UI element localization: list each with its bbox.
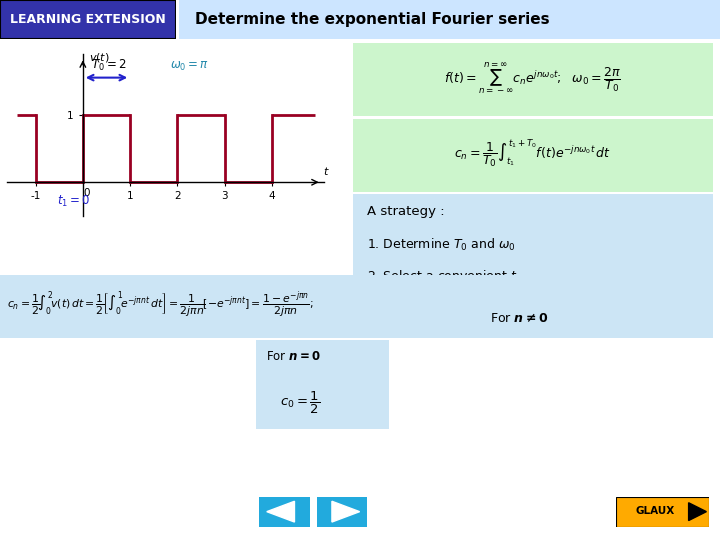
FancyBboxPatch shape [353,194,713,338]
Text: $t$: $t$ [323,165,330,177]
Text: 1. Determine $T_0$ and $\omega_0$: 1. Determine $T_0$ and $\omega_0$ [367,237,516,253]
FancyBboxPatch shape [259,497,310,526]
FancyBboxPatch shape [0,0,176,39]
Text: GLAUX: GLAUX [635,506,675,516]
FancyBboxPatch shape [256,340,389,429]
Text: For $\boldsymbol{n=0}$: For $\boldsymbol{n=0}$ [266,350,321,363]
Polygon shape [266,501,294,522]
Text: 3. Do the integration: 3. Do the integration [367,304,498,317]
Text: $t_1 = 0$: $t_1 = 0$ [57,193,90,208]
Text: 2. Select a convenient $t_1$: 2. Select a convenient $t_1$ [367,269,522,286]
FancyBboxPatch shape [353,119,713,192]
Text: $c_0=\dfrac{1}{2}$: $c_0=\dfrac{1}{2}$ [279,389,320,416]
Text: $\omega_0 = \pi$: $\omega_0 = \pi$ [171,60,210,73]
Text: Determine the exponential Fourier series: Determine the exponential Fourier series [195,12,549,27]
Text: LEARNING EXTENSION: LEARNING EXTENSION [10,13,166,26]
Polygon shape [332,501,360,522]
Text: $c_n=\dfrac{1}{2}\!\int_0^2\!v(t)\,dt=\dfrac{1}{2}\!\left[\int_0^1\!e^{-j\pi nt}: $c_n=\dfrac{1}{2}\!\int_0^2\!v(t)\,dt=\d… [7,290,314,320]
FancyBboxPatch shape [353,43,713,116]
Text: $f(t)=\sum_{n=-\infty}^{n=\infty}c_n e^{jn\omega_0 t};\ \ \omega_0=\dfrac{2\pi}{: $f(t)=\sum_{n=-\infty}^{n=\infty}c_n e^{… [444,60,621,96]
Text: $c_n=\dfrac{1}{T_0}\int_{t_1}^{t_1+T_0}f(t)e^{-jn\omega_0 t}\,dt$: $c_n=\dfrac{1}{T_0}\int_{t_1}^{t_1+T_0}f… [454,138,611,170]
FancyBboxPatch shape [179,0,720,39]
Polygon shape [688,503,706,521]
FancyBboxPatch shape [317,497,367,526]
Text: A strategy :: A strategy : [367,205,445,218]
Text: $v(t)$: $v(t)$ [89,51,109,64]
Text: For $\boldsymbol{n\neq 0}$: For $\boldsymbol{n\neq 0}$ [490,312,549,326]
FancyBboxPatch shape [0,275,706,338]
Text: 0: 0 [83,187,89,198]
FancyBboxPatch shape [616,497,709,526]
Text: $T_0 = 2$: $T_0 = 2$ [91,58,127,73]
